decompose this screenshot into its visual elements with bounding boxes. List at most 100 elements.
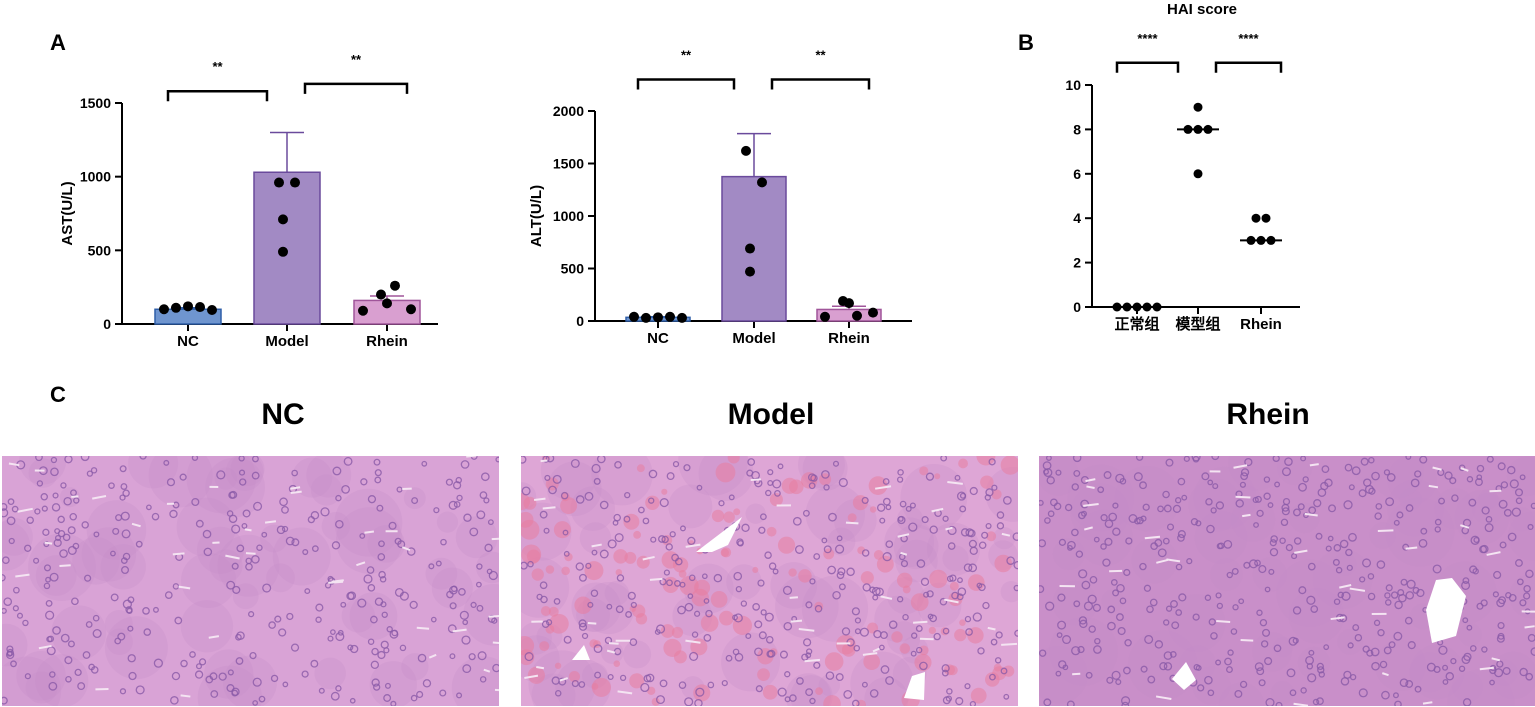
cell-nucleus bbox=[1239, 680, 1248, 689]
tissue-patch bbox=[1289, 502, 1320, 534]
cell-nucleus bbox=[929, 614, 937, 623]
cell-nucleus bbox=[135, 540, 143, 548]
cell-nucleus bbox=[1516, 578, 1524, 586]
hemorrhage-spot bbox=[852, 495, 868, 511]
cell-nucleus bbox=[836, 571, 845, 580]
cell-nucleus bbox=[81, 521, 89, 529]
cell-nucleus bbox=[1463, 652, 1472, 661]
cell-nucleus bbox=[191, 456, 199, 461]
cell-nucleus bbox=[1476, 464, 1485, 473]
cell-nucleus bbox=[479, 676, 487, 683]
tissue-patch bbox=[1272, 636, 1293, 658]
hemorrhage-spot bbox=[715, 462, 736, 483]
hemorrhage-spot bbox=[1000, 456, 1018, 475]
cell-nucleus bbox=[151, 512, 160, 521]
cell-nucleus bbox=[947, 542, 956, 550]
cell-nucleus bbox=[407, 547, 416, 556]
cell-nucleus bbox=[10, 660, 17, 668]
sinusoid-gap bbox=[900, 551, 908, 556]
cell-nucleus bbox=[990, 638, 998, 646]
cell-nucleus bbox=[120, 557, 128, 564]
cell-nucleus bbox=[1496, 634, 1505, 643]
alt-y-tick-label: 1500 bbox=[553, 156, 584, 172]
cell-nucleus bbox=[1154, 640, 1164, 649]
sinusoid-gap bbox=[452, 628, 467, 633]
photo-title-rhein: Rhein bbox=[1226, 398, 1309, 431]
cell-nucleus bbox=[33, 557, 40, 564]
cell-nucleus bbox=[252, 700, 259, 706]
hai-data-point bbox=[1203, 124, 1213, 134]
cell-nucleus bbox=[1142, 503, 1150, 511]
cell-nucleus bbox=[1216, 602, 1224, 610]
tissue-patch bbox=[531, 673, 576, 706]
cell-nucleus bbox=[52, 626, 61, 635]
alt-data-point bbox=[820, 311, 830, 322]
cell-nucleus bbox=[1281, 503, 1290, 512]
sinusoid-gap bbox=[1001, 642, 1018, 646]
cell-nucleus bbox=[1312, 698, 1320, 706]
cell-nucleus bbox=[1157, 505, 1164, 513]
ast-data-point bbox=[274, 177, 284, 188]
cell-nucleus bbox=[1183, 456, 1190, 462]
tissue-patch bbox=[1472, 493, 1504, 525]
alt-y-tick-label: 2000 bbox=[553, 103, 584, 119]
cell-nucleus bbox=[1078, 616, 1088, 625]
cell-nucleus bbox=[1402, 543, 1410, 551]
cell-nucleus bbox=[1328, 504, 1336, 513]
cell-nucleus bbox=[172, 583, 180, 590]
hemorrhage-spot bbox=[613, 660, 621, 667]
cell-nucleus bbox=[1445, 672, 1454, 681]
cell-nucleus bbox=[909, 502, 916, 509]
cell-nucleus bbox=[110, 593, 119, 602]
tissue-patch bbox=[1194, 511, 1248, 564]
sinusoid-gap bbox=[92, 495, 107, 500]
sinusoid-gap bbox=[59, 564, 71, 568]
cell-nucleus bbox=[578, 622, 588, 631]
cell-nucleus bbox=[73, 497, 80, 504]
tissue-patch bbox=[367, 525, 405, 563]
cell-nucleus bbox=[5, 650, 15, 660]
cell-nucleus bbox=[447, 624, 457, 634]
cell-nucleus bbox=[1235, 499, 1244, 508]
hemorrhage-spot bbox=[733, 508, 741, 516]
cell-nucleus bbox=[606, 603, 613, 610]
cell-nucleus bbox=[13, 586, 20, 594]
cell-nucleus bbox=[1492, 591, 1499, 598]
cell-nucleus bbox=[1197, 684, 1205, 692]
cell-nucleus bbox=[54, 528, 61, 535]
tissue-patch bbox=[1288, 588, 1345, 644]
hemorrhage-spot bbox=[949, 581, 959, 591]
cell-nucleus bbox=[210, 690, 219, 698]
cell-nucleus bbox=[1119, 477, 1127, 485]
hai-data-point bbox=[1193, 124, 1203, 134]
cell-nucleus bbox=[1165, 458, 1174, 467]
tissue-patch bbox=[186, 456, 256, 514]
cell-nucleus bbox=[650, 536, 657, 543]
cell-nucleus bbox=[258, 695, 266, 703]
cell-nucleus bbox=[976, 582, 983, 589]
cell-nucleus bbox=[821, 470, 830, 479]
cell-nucleus bbox=[310, 659, 319, 668]
cell-nucleus bbox=[139, 456, 147, 460]
cell-nucleus bbox=[803, 638, 812, 647]
tissue-patch bbox=[217, 534, 280, 597]
sinusoid-gap bbox=[880, 595, 893, 600]
cell-nucleus bbox=[910, 650, 917, 657]
cell-nucleus bbox=[1112, 589, 1120, 597]
cell-nucleus bbox=[1119, 597, 1127, 605]
cell-nucleus bbox=[554, 689, 562, 697]
cell-nucleus bbox=[1272, 456, 1280, 463]
sinusoid-gap bbox=[483, 668, 491, 673]
sinusoid-gap bbox=[642, 555, 655, 561]
cell-nucleus bbox=[1333, 598, 1341, 605]
tissue-patch bbox=[181, 552, 237, 608]
cell-nucleus bbox=[1163, 504, 1172, 513]
hemorrhage-spot bbox=[769, 492, 783, 507]
cell-nucleus bbox=[774, 489, 781, 497]
tissue-patch bbox=[579, 522, 612, 554]
cell-nucleus bbox=[1116, 583, 1125, 593]
hemorrhage-spot bbox=[847, 513, 857, 523]
cell-nucleus bbox=[684, 602, 694, 612]
sinusoid-gap bbox=[494, 688, 499, 692]
cell-nucleus bbox=[226, 510, 234, 517]
